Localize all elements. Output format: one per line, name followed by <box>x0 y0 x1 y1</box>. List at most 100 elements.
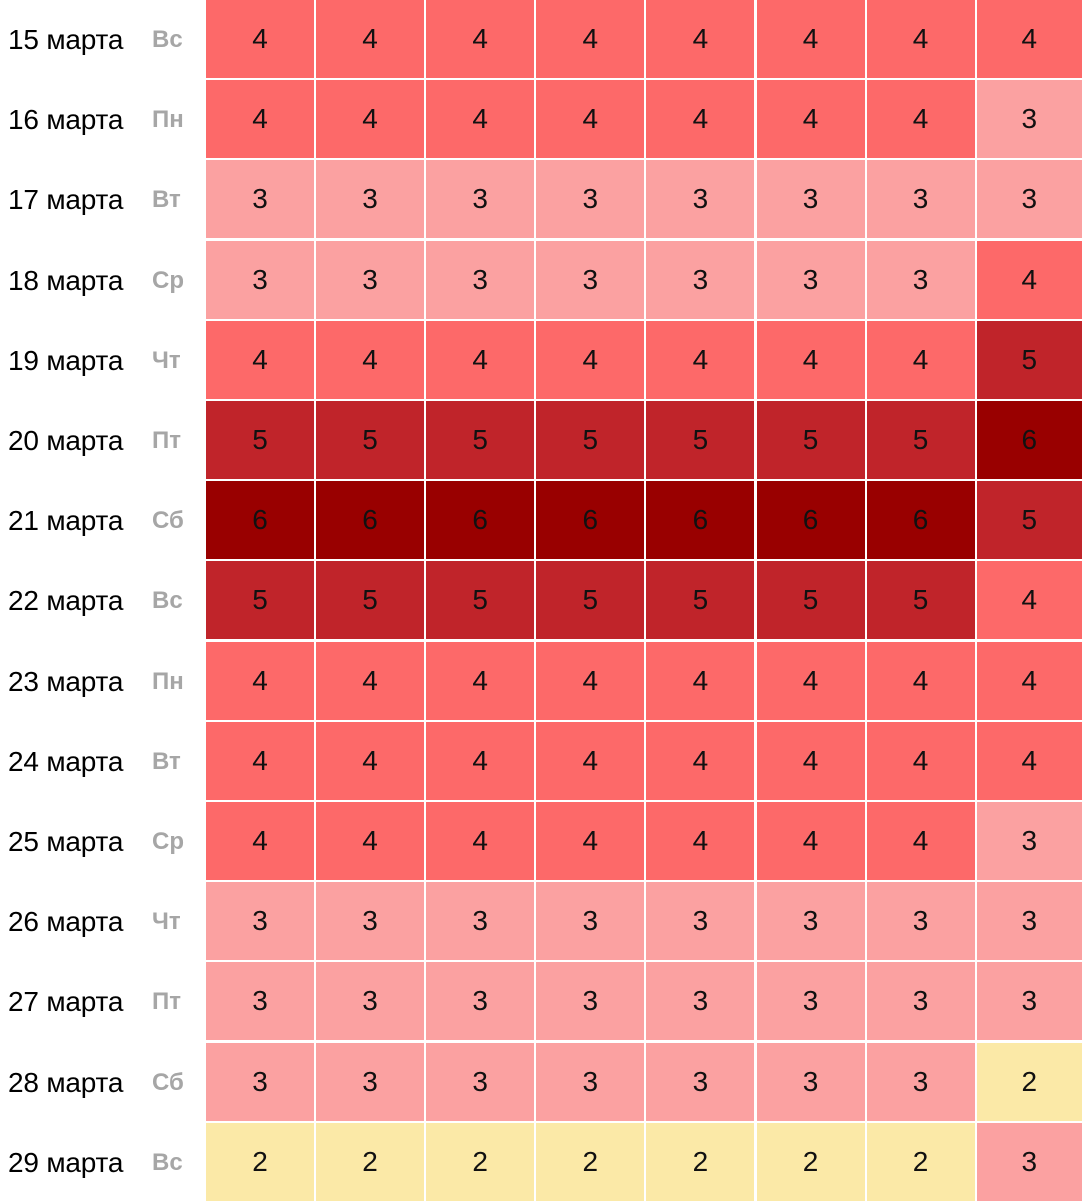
heatmap-cell: 4 <box>316 320 425 399</box>
heatmap-cell: 5 <box>646 401 755 479</box>
heatmap-cell: 4 <box>976 0 1082 78</box>
heatmap-cell: 3 <box>866 962 975 1041</box>
heatmap-cell: 3 <box>646 882 755 961</box>
heatmap-cell: 3 <box>976 160 1082 239</box>
row-date-label: 25 марта <box>8 826 124 857</box>
row-date-label: 19 марта <box>8 344 124 376</box>
row-weekday-label: Вс <box>152 26 183 53</box>
heatmap-cell: 4 <box>646 0 755 78</box>
heatmap-row: 29 марта Вс 2 2 2 2 2 2 2 3 <box>0 1122 1082 1203</box>
heatmap-cell: 4 <box>536 80 645 159</box>
heatmap-cell: 2 <box>866 1122 975 1201</box>
heatmap-cell: 3 <box>206 240 314 319</box>
row-date-label: 20 марта <box>8 425 124 456</box>
row-date-label: 17 марта <box>8 184 124 216</box>
heatmap-row: 19 марта Чт 4 4 4 4 4 4 4 5 <box>0 320 1082 401</box>
heatmap-cell: 4 <box>426 721 535 800</box>
heatmap-cell: 3 <box>646 962 755 1041</box>
heatmap-cell: 5 <box>316 401 425 479</box>
heatmap-cell: 4 <box>536 802 645 880</box>
heatmap-cell: 4 <box>426 320 535 399</box>
row-date-label: 23 марта <box>8 665 124 697</box>
heatmap-row: 20 марта Пт 5 5 5 5 5 5 5 6 <box>0 401 1082 481</box>
heatmap-cell: 4 <box>536 721 645 800</box>
heatmap-cell: 3 <box>316 1042 425 1121</box>
heatmap-cell: 3 <box>206 882 314 961</box>
row-weekday-label: Пн <box>152 106 184 134</box>
row-date-label: 27 марта <box>8 986 124 1018</box>
heatmap-cell: 4 <box>976 561 1082 640</box>
heatmap-cell: 3 <box>316 882 425 961</box>
heatmap-row: 24 марта Вт 4 4 4 4 4 4 4 4 <box>0 721 1082 802</box>
heatmap-cell: 4 <box>316 721 425 800</box>
heatmap-cell: 3 <box>756 160 865 239</box>
heatmap-cell: 5 <box>206 401 314 479</box>
heatmap-cell: 4 <box>536 320 645 399</box>
heatmap-cell: 3 <box>426 962 535 1041</box>
heatmap-row: 27 марта Пт 3 3 3 3 3 3 3 3 <box>0 962 1082 1042</box>
heatmap-cell: 4 <box>316 802 425 880</box>
heatmap-cell: 3 <box>646 240 755 319</box>
heatmap-cell: 3 <box>536 882 645 961</box>
row-date-label: 24 марта <box>8 745 124 777</box>
heatmap-cell: 4 <box>426 641 535 720</box>
heatmap-cell: 2 <box>316 1122 425 1201</box>
heatmap-cell: 5 <box>426 401 535 479</box>
heatmap-cell: 3 <box>426 240 535 319</box>
heatmap-cell: 2 <box>536 1122 645 1201</box>
heatmap-cell: 4 <box>866 0 975 78</box>
heatmap-cell: 4 <box>646 641 755 720</box>
heatmap-cell: 4 <box>976 240 1082 319</box>
heatmap-cell: 3 <box>426 882 535 961</box>
row-date-label: 16 марта <box>8 104 124 136</box>
heatmap-cell: 4 <box>426 80 535 159</box>
heatmap-cell: 3 <box>976 80 1082 159</box>
heatmap-row: 17 марта Вт 3 3 3 3 3 3 3 3 <box>0 160 1082 240</box>
row-weekday-label: Чт <box>152 908 181 936</box>
heatmap-cell: 3 <box>976 1122 1082 1201</box>
row-weekday-label: Ср <box>152 266 184 294</box>
heatmap-cell: 3 <box>756 882 865 961</box>
heatmap-cell: 2 <box>426 1122 535 1201</box>
heatmap-row: 28 марта Сб 3 3 3 3 3 3 3 2 <box>0 1042 1082 1123</box>
heatmap-cell: 5 <box>976 481 1082 560</box>
heatmap-cell: 4 <box>646 80 755 159</box>
heatmap-cell: 3 <box>426 1042 535 1121</box>
heatmap-cell: 5 <box>756 561 865 640</box>
heatmap-cell: 3 <box>646 1042 755 1121</box>
heatmap-cell: 4 <box>976 641 1082 720</box>
heatmap-cell: 4 <box>866 802 975 880</box>
heatmap-cell: 5 <box>866 561 975 640</box>
row-weekday-label: Сб <box>152 507 184 535</box>
row-weekday-label: Ср <box>152 828 184 855</box>
heatmap-cell: 3 <box>536 160 645 239</box>
heatmap-cell: 3 <box>756 1042 865 1121</box>
row-weekday-label: Сб <box>152 1068 184 1096</box>
heatmap-cell: 4 <box>756 802 865 880</box>
heatmap-cell: 2 <box>646 1122 755 1201</box>
row-weekday-label: Чт <box>152 346 181 374</box>
heatmap-cell: 2 <box>206 1122 314 1201</box>
heatmap-cell: 5 <box>536 561 645 640</box>
heatmap-cell: 4 <box>866 80 975 159</box>
heatmap-row: 22 марта Вс 5 5 5 5 5 5 5 4 <box>0 561 1082 641</box>
heatmap-row: 15 марта Вс 4 4 4 4 4 4 4 4 <box>0 0 1082 80</box>
heatmap-cell: 6 <box>866 481 975 560</box>
heatmap-cell: 2 <box>756 1122 865 1201</box>
heatmap-cell: 4 <box>206 802 314 880</box>
row-weekday-label: Вт <box>152 747 181 775</box>
heatmap-row: 18 марта Ср 3 3 3 3 3 3 3 4 <box>0 240 1082 321</box>
heatmap-cell: 3 <box>536 1042 645 1121</box>
heatmap-cell: 6 <box>976 401 1082 479</box>
heatmap-cell: 3 <box>866 240 975 319</box>
row-date-label: 18 марта <box>8 264 124 296</box>
heatmap-cell: 4 <box>206 320 314 399</box>
heatmap-cell: 3 <box>316 160 425 239</box>
heatmap-row: 26 марта Чт 3 3 3 3 3 3 3 3 <box>0 882 1082 962</box>
heatmap-cell: 4 <box>646 721 755 800</box>
heatmap-cell: 5 <box>756 401 865 479</box>
row-date-label: 26 марта <box>8 906 124 938</box>
heatmap-cell: 4 <box>756 721 865 800</box>
row-date-label: 29 марта <box>8 1146 124 1178</box>
